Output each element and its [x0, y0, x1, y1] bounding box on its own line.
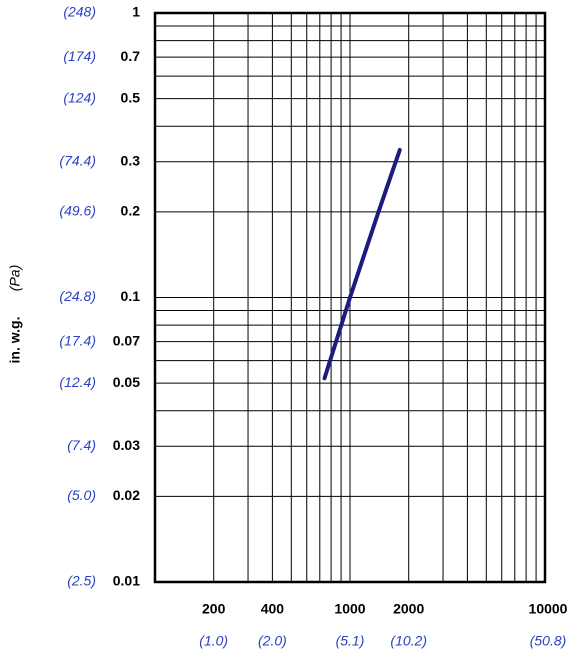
- y-tick-label: 0.02: [113, 487, 140, 503]
- y-tick-label: 0.01: [113, 573, 140, 589]
- y-tick-label-secondary: (12.4): [59, 374, 96, 390]
- y-axis-label-secondary: (Pa): [7, 265, 23, 291]
- y-tick-label: 1: [132, 4, 140, 20]
- y-tick-label: 0.07: [113, 332, 140, 348]
- y-axis-label: in. w.g.: [7, 317, 23, 364]
- x-tick-label-secondary: (2.0): [258, 633, 287, 649]
- x-tick-label-secondary: (10.2): [390, 633, 427, 649]
- y-tick-label-secondary: (174): [63, 48, 96, 64]
- y-tick-label: 0.5: [121, 89, 141, 105]
- plot-frame: [153, 11, 547, 584]
- data-line: [322, 147, 402, 381]
- y-tick-label: 0.3: [121, 152, 141, 168]
- x-tick-label: 10000: [529, 601, 568, 617]
- y-tick-label-secondary: (2.5): [67, 573, 96, 589]
- y-tick-label-secondary: (74.4): [59, 152, 96, 168]
- x-tick-label-secondary: (50.8): [530, 633, 567, 649]
- x-tick-label: 1000: [334, 601, 365, 617]
- x-tick-label: 200: [202, 601, 226, 617]
- y-tick-label: 0.1: [121, 288, 141, 304]
- y-tick-label: 0.2: [121, 203, 141, 219]
- y-tick-label: 0.7: [121, 48, 141, 64]
- y-tick-label-secondary: (24.8): [59, 288, 96, 304]
- y-tick-label-secondary: (248): [63, 4, 96, 20]
- y-tick-label-secondary: (124): [63, 89, 96, 105]
- x-tick-label-secondary: (1.0): [199, 633, 228, 649]
- y-tick-label-secondary: (5.0): [67, 487, 96, 503]
- y-tick-label-secondary: (7.4): [67, 437, 96, 453]
- x-tick-label-secondary: (5.1): [336, 633, 365, 649]
- y-tick-label: 0.03: [113, 437, 140, 453]
- y-tick-label-secondary: (17.4): [59, 332, 96, 348]
- x-tick-label: 400: [261, 601, 285, 617]
- y-tick-label-secondary: (49.6): [59, 203, 96, 219]
- x-tick-label: 2000: [393, 601, 424, 617]
- y-tick-label: 0.05: [113, 374, 140, 390]
